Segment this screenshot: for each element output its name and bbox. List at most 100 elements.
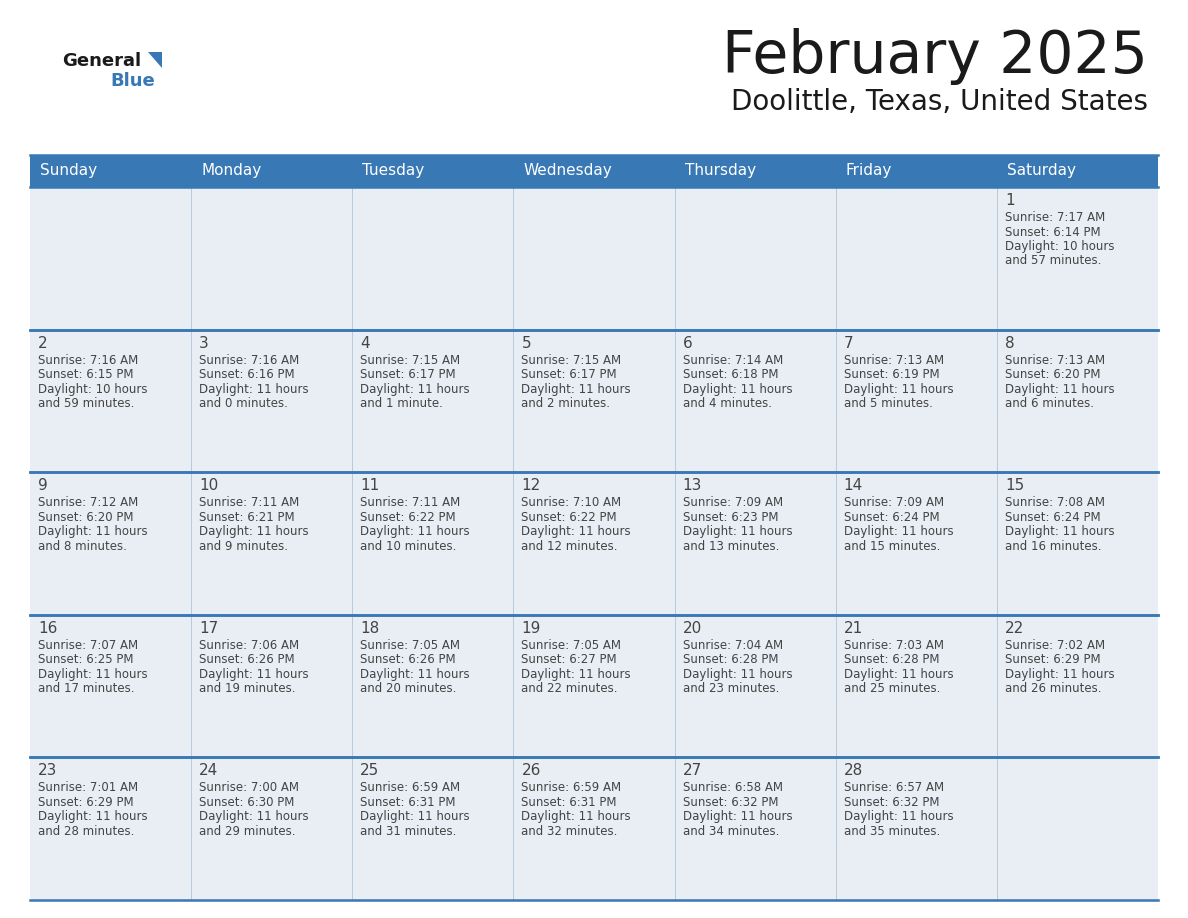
Text: Sunset: 6:27 PM: Sunset: 6:27 PM bbox=[522, 654, 617, 666]
Text: 3: 3 bbox=[200, 336, 209, 351]
Text: 20: 20 bbox=[683, 621, 702, 636]
Bar bbox=[30, 757, 191, 900]
Text: Daylight: 11 hours: Daylight: 11 hours bbox=[843, 383, 953, 396]
Text: and 10 minutes.: and 10 minutes. bbox=[360, 540, 456, 553]
Bar bbox=[997, 472, 1158, 615]
Text: Daylight: 11 hours: Daylight: 11 hours bbox=[200, 525, 309, 538]
Polygon shape bbox=[148, 52, 162, 68]
Text: 9: 9 bbox=[38, 478, 48, 493]
Text: Sunset: 6:31 PM: Sunset: 6:31 PM bbox=[360, 796, 456, 809]
Text: 7: 7 bbox=[843, 336, 853, 351]
Text: Sunrise: 7:09 AM: Sunrise: 7:09 AM bbox=[683, 497, 783, 509]
Text: Sunset: 6:24 PM: Sunset: 6:24 PM bbox=[1005, 510, 1100, 523]
Text: Sunrise: 6:59 AM: Sunrise: 6:59 AM bbox=[360, 781, 461, 794]
Bar bbox=[513, 615, 675, 757]
Text: Sunset: 6:14 PM: Sunset: 6:14 PM bbox=[1005, 226, 1100, 239]
Bar bbox=[30, 330, 191, 472]
Text: 23: 23 bbox=[38, 764, 57, 778]
Text: 13: 13 bbox=[683, 478, 702, 493]
Text: Daylight: 11 hours: Daylight: 11 hours bbox=[522, 667, 631, 681]
Text: Daylight: 11 hours: Daylight: 11 hours bbox=[522, 525, 631, 538]
Bar bbox=[835, 472, 997, 615]
Text: and 22 minutes.: and 22 minutes. bbox=[522, 682, 618, 695]
Text: Daylight: 11 hours: Daylight: 11 hours bbox=[843, 525, 953, 538]
Text: Sunset: 6:30 PM: Sunset: 6:30 PM bbox=[200, 796, 295, 809]
Bar bbox=[191, 757, 353, 900]
Text: Sunset: 6:17 PM: Sunset: 6:17 PM bbox=[522, 368, 617, 381]
Text: and 13 minutes.: and 13 minutes. bbox=[683, 540, 779, 553]
Text: and 31 minutes.: and 31 minutes. bbox=[360, 825, 456, 838]
Text: 24: 24 bbox=[200, 764, 219, 778]
Bar bbox=[997, 757, 1158, 900]
Text: Daylight: 11 hours: Daylight: 11 hours bbox=[360, 525, 470, 538]
Bar bbox=[30, 187, 191, 330]
Text: Daylight: 11 hours: Daylight: 11 hours bbox=[38, 811, 147, 823]
Text: Sunrise: 7:11 AM: Sunrise: 7:11 AM bbox=[360, 497, 461, 509]
Text: Sunrise: 7:14 AM: Sunrise: 7:14 AM bbox=[683, 353, 783, 366]
Text: Sunset: 6:22 PM: Sunset: 6:22 PM bbox=[522, 510, 617, 523]
Text: Sunrise: 7:00 AM: Sunrise: 7:00 AM bbox=[200, 781, 299, 794]
Text: 4: 4 bbox=[360, 336, 369, 351]
Text: Daylight: 11 hours: Daylight: 11 hours bbox=[522, 811, 631, 823]
Text: Monday: Monday bbox=[201, 163, 261, 178]
Text: 18: 18 bbox=[360, 621, 379, 636]
Text: Sunrise: 7:08 AM: Sunrise: 7:08 AM bbox=[1005, 497, 1105, 509]
Bar bbox=[353, 330, 513, 472]
Bar bbox=[835, 330, 997, 472]
Text: 26: 26 bbox=[522, 764, 541, 778]
Text: and 20 minutes.: and 20 minutes. bbox=[360, 682, 456, 695]
Text: Sunset: 6:22 PM: Sunset: 6:22 PM bbox=[360, 510, 456, 523]
Text: and 16 minutes.: and 16 minutes. bbox=[1005, 540, 1101, 553]
Text: Sunrise: 7:06 AM: Sunrise: 7:06 AM bbox=[200, 639, 299, 652]
Text: Sunset: 6:23 PM: Sunset: 6:23 PM bbox=[683, 510, 778, 523]
Text: Daylight: 11 hours: Daylight: 11 hours bbox=[38, 525, 147, 538]
Text: and 23 minutes.: and 23 minutes. bbox=[683, 682, 779, 695]
Text: Daylight: 11 hours: Daylight: 11 hours bbox=[200, 811, 309, 823]
Text: Daylight: 11 hours: Daylight: 11 hours bbox=[522, 383, 631, 396]
Text: Sunset: 6:15 PM: Sunset: 6:15 PM bbox=[38, 368, 133, 381]
Text: and 15 minutes.: and 15 minutes. bbox=[843, 540, 940, 553]
Bar bbox=[675, 187, 835, 330]
Text: Sunrise: 7:05 AM: Sunrise: 7:05 AM bbox=[522, 639, 621, 652]
Text: Daylight: 11 hours: Daylight: 11 hours bbox=[683, 667, 792, 681]
Text: Sunrise: 7:09 AM: Sunrise: 7:09 AM bbox=[843, 497, 943, 509]
Bar bbox=[30, 615, 191, 757]
Text: 6: 6 bbox=[683, 336, 693, 351]
Bar bbox=[353, 472, 513, 615]
Text: 14: 14 bbox=[843, 478, 862, 493]
Text: Sunset: 6:20 PM: Sunset: 6:20 PM bbox=[38, 510, 133, 523]
Text: Daylight: 11 hours: Daylight: 11 hours bbox=[843, 811, 953, 823]
Text: 12: 12 bbox=[522, 478, 541, 493]
Text: Sunrise: 7:07 AM: Sunrise: 7:07 AM bbox=[38, 639, 138, 652]
Text: Sunset: 6:16 PM: Sunset: 6:16 PM bbox=[200, 368, 295, 381]
Text: and 12 minutes.: and 12 minutes. bbox=[522, 540, 618, 553]
Text: 8: 8 bbox=[1005, 336, 1015, 351]
Text: Wednesday: Wednesday bbox=[524, 163, 612, 178]
Text: Sunrise: 7:03 AM: Sunrise: 7:03 AM bbox=[843, 639, 943, 652]
Text: Sunset: 6:32 PM: Sunset: 6:32 PM bbox=[683, 796, 778, 809]
Text: Daylight: 11 hours: Daylight: 11 hours bbox=[1005, 667, 1114, 681]
Text: and 6 minutes.: and 6 minutes. bbox=[1005, 397, 1094, 410]
Bar bbox=[191, 615, 353, 757]
Text: and 2 minutes.: and 2 minutes. bbox=[522, 397, 611, 410]
Text: and 28 minutes.: and 28 minutes. bbox=[38, 825, 134, 838]
Text: Sunset: 6:32 PM: Sunset: 6:32 PM bbox=[843, 796, 940, 809]
Text: Sunset: 6:25 PM: Sunset: 6:25 PM bbox=[38, 654, 133, 666]
Bar bbox=[191, 330, 353, 472]
Text: Sunrise: 7:13 AM: Sunrise: 7:13 AM bbox=[1005, 353, 1105, 366]
Text: Sunrise: 7:12 AM: Sunrise: 7:12 AM bbox=[38, 497, 138, 509]
Text: 16: 16 bbox=[38, 621, 57, 636]
Text: Sunrise: 7:05 AM: Sunrise: 7:05 AM bbox=[360, 639, 460, 652]
Text: Sunset: 6:31 PM: Sunset: 6:31 PM bbox=[522, 796, 617, 809]
Text: Sunrise: 7:02 AM: Sunrise: 7:02 AM bbox=[1005, 639, 1105, 652]
Text: Daylight: 11 hours: Daylight: 11 hours bbox=[360, 383, 470, 396]
Text: Sunset: 6:26 PM: Sunset: 6:26 PM bbox=[200, 654, 295, 666]
Bar bbox=[30, 472, 191, 615]
Bar bbox=[835, 615, 997, 757]
Text: Daylight: 10 hours: Daylight: 10 hours bbox=[38, 383, 147, 396]
Bar bbox=[513, 757, 675, 900]
Text: Daylight: 11 hours: Daylight: 11 hours bbox=[683, 525, 792, 538]
Bar bbox=[513, 187, 675, 330]
Bar bbox=[675, 757, 835, 900]
Text: Daylight: 10 hours: Daylight: 10 hours bbox=[1005, 240, 1114, 253]
